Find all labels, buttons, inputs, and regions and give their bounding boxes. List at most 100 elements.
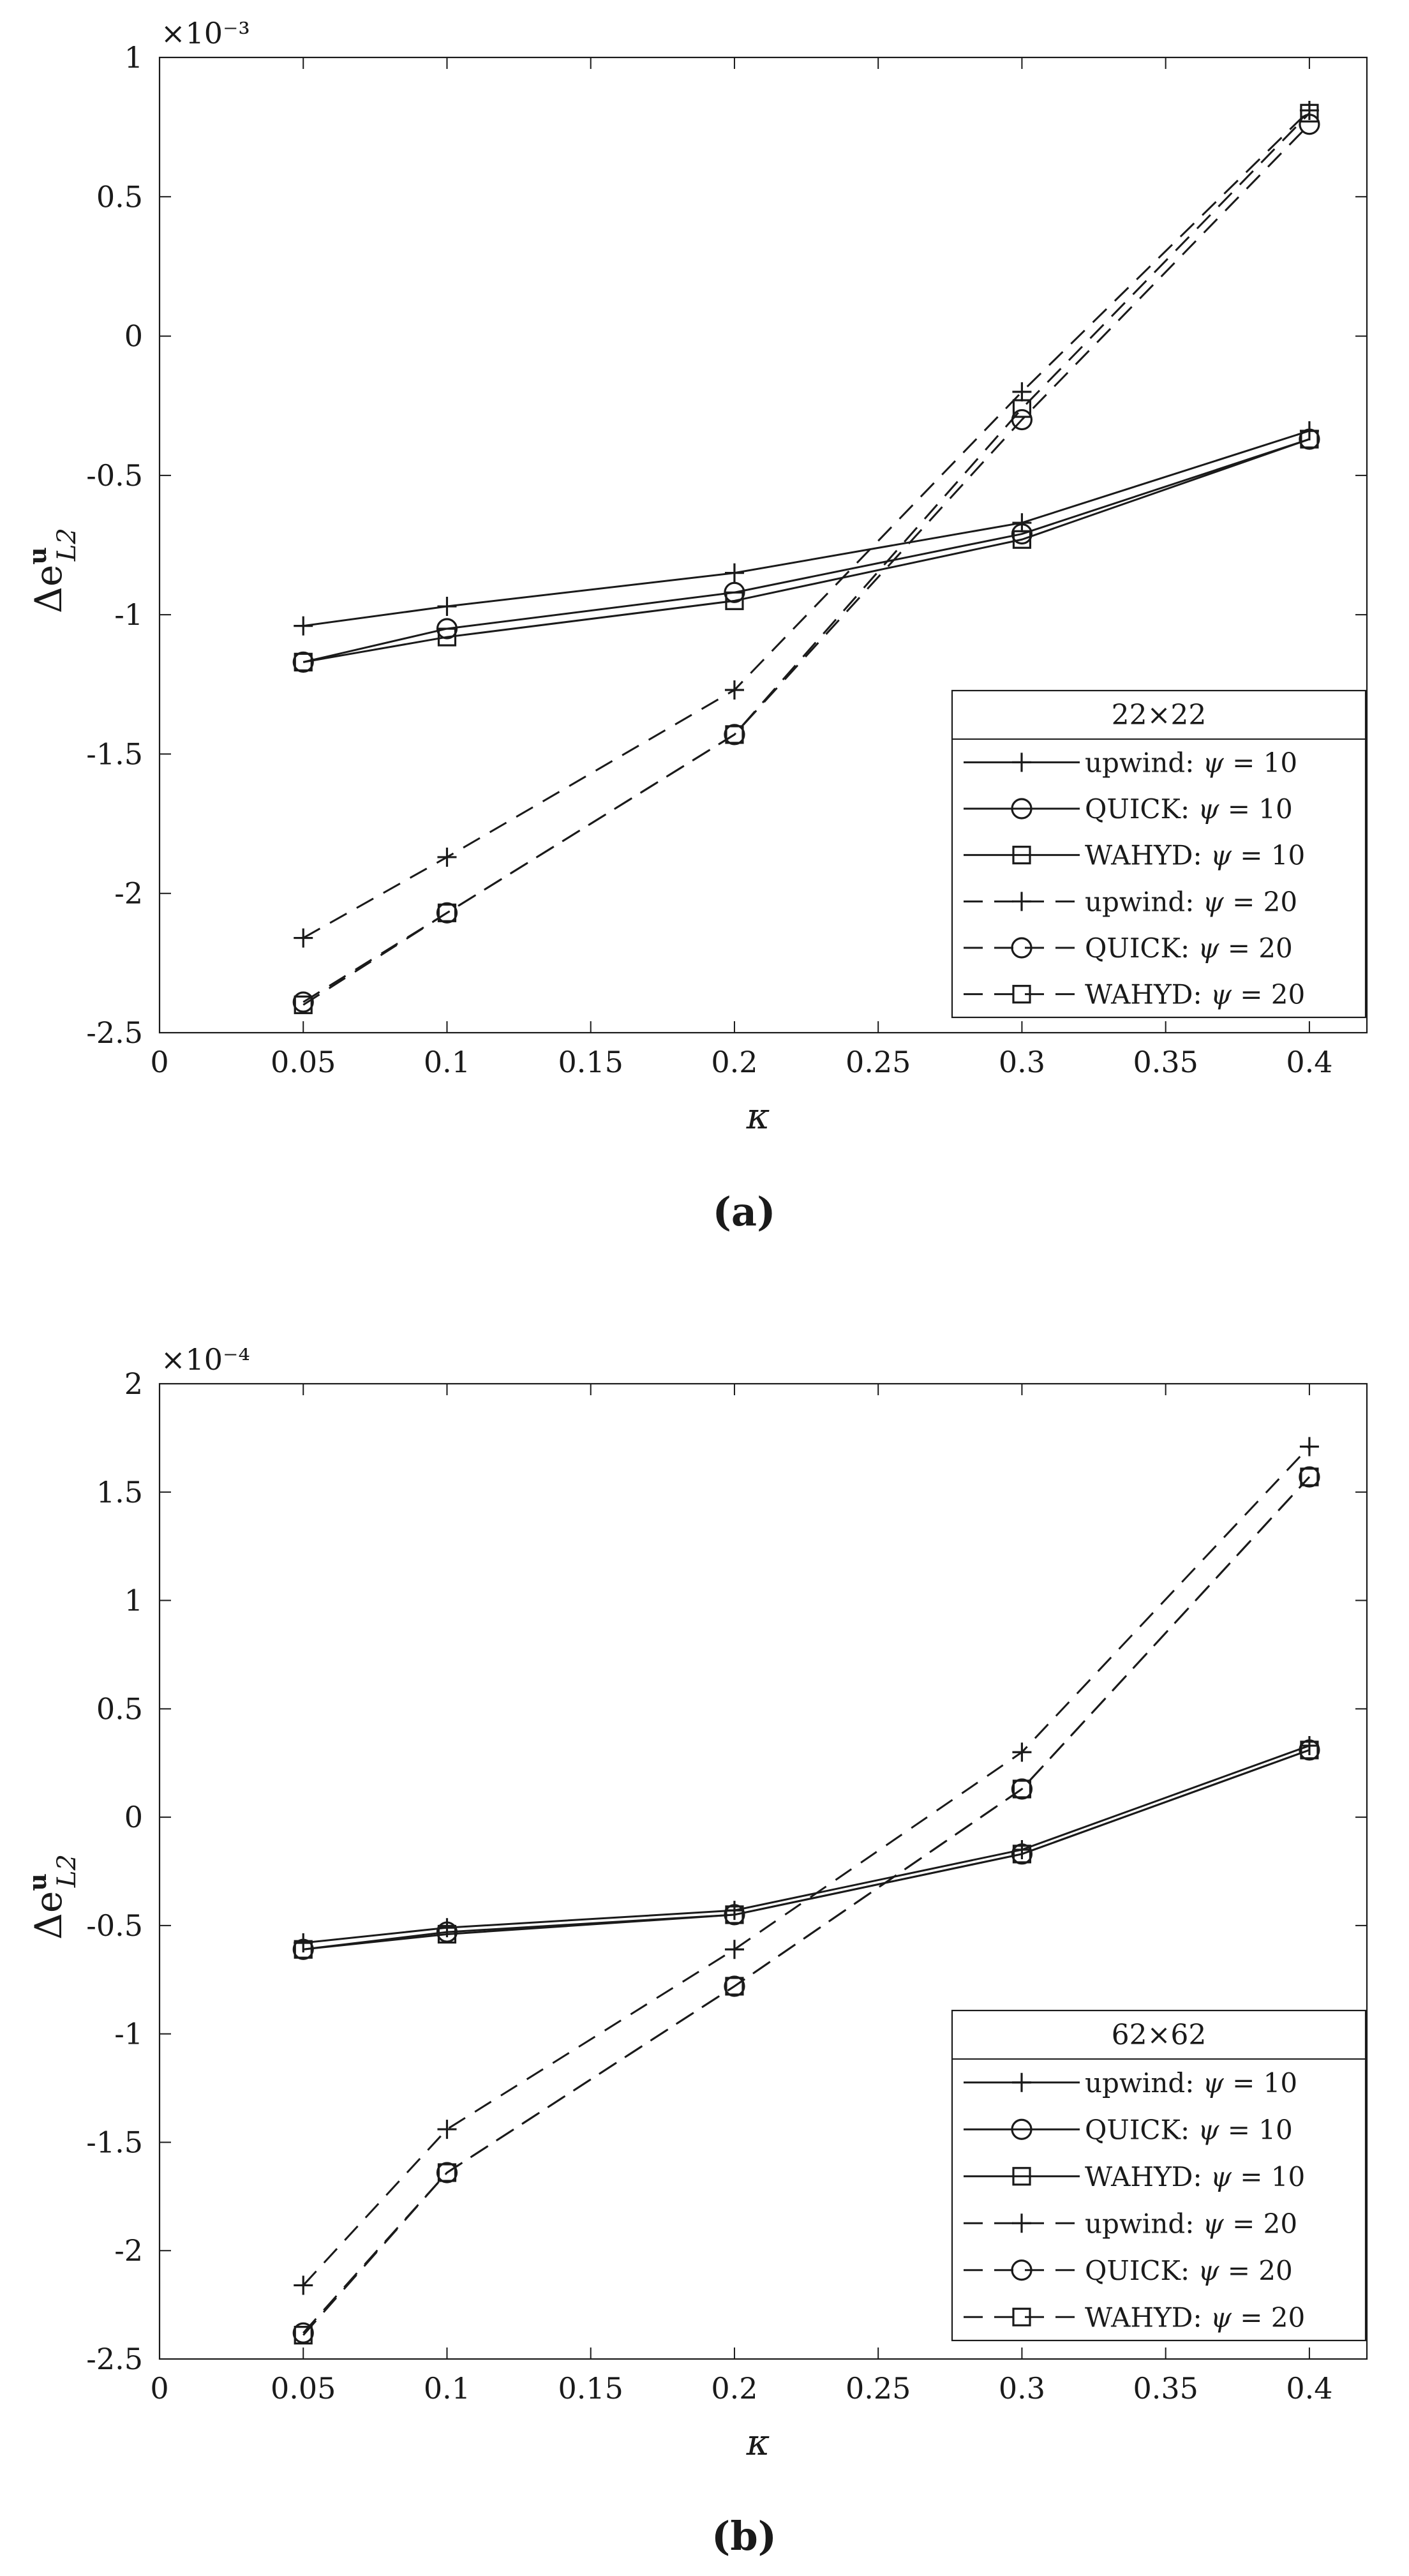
x-tick-label: 0.2 [711, 1045, 757, 1079]
x-tick-label: 0.4 [1286, 1045, 1332, 1079]
legend-label: WAHYD: ψ = 10 [1085, 840, 1305, 871]
data-point-marker [436, 618, 458, 640]
legend-label-psi-value: 20 [1264, 2208, 1297, 2239]
legend-label-psi-value: 10 [1271, 840, 1305, 871]
x-tick-label: 0.1 [424, 2371, 470, 2406]
y-tick-label: -1 [114, 597, 143, 632]
series-line [302, 112, 1310, 1006]
legend-label-psi-symbol: ψ [1198, 793, 1219, 825]
y-tick-label: 0 [124, 1800, 143, 1834]
data-point-marker [1012, 1742, 1032, 1762]
y-axis-label-main: Δe [27, 565, 70, 613]
legend-marker-sample [1011, 2118, 1033, 2140]
legend-label-scheme: WAHYD [1085, 979, 1193, 1010]
y-tick-label: 0.5 [96, 1691, 143, 1726]
legend-label-psi-symbol: ψ [1198, 2255, 1219, 2286]
legend-label-psi-symbol: ψ [1198, 932, 1219, 964]
y-axis-label-subscript: L2 [52, 1854, 82, 1888]
legend-label-equals: = [1232, 979, 1271, 1010]
legend-label: upwind: ψ = 10 [1085, 2067, 1297, 2099]
y-tick-label: 0 [124, 319, 143, 354]
legend-label-psi-value: 20 [1258, 932, 1292, 964]
legend-label-equals: = [1232, 2302, 1271, 2333]
y-tick-label: -2 [114, 876, 143, 911]
legend-label: upwind: ψ = 20 [1085, 886, 1297, 917]
data-point-marker [1011, 1778, 1033, 1800]
legend-label-psi-value: 20 [1271, 979, 1305, 1010]
data-point-marker [294, 2326, 313, 2345]
legend-label-equals: = [1219, 793, 1258, 825]
legend-label-equals: = [1224, 2208, 1264, 2239]
data-point-marker [724, 1975, 745, 1997]
x-tick-label: 0 [150, 2371, 168, 2406]
legend-marker-sample [1012, 985, 1031, 1004]
legend-label-scheme: WAHYD [1085, 840, 1193, 871]
legend-label-sep: : [1193, 2161, 1211, 2192]
data-point-marker [724, 1940, 744, 1959]
legend-label-sep: : [1181, 932, 1198, 964]
data-point-marker [1300, 430, 1319, 449]
data-point-marker [724, 1901, 744, 1921]
data-point-marker [1299, 428, 1320, 450]
series-line [302, 1446, 1310, 2286]
data-point-marker [725, 591, 744, 610]
legend-label-equals: = [1224, 747, 1264, 778]
legend-label-sep: : [1181, 2114, 1198, 2145]
x-tick-label: 0.25 [846, 2371, 911, 2406]
data-point-marker [437, 597, 457, 617]
x-tick-label: 0.1 [424, 1045, 470, 1079]
legend-marker-sample [1012, 753, 1031, 772]
y-tick-label: 1 [124, 40, 143, 75]
legend-label-scheme: QUICK [1085, 793, 1182, 825]
data-point-marker [724, 724, 745, 745]
y-axis-label: ΔeuL2 [23, 528, 82, 613]
legend-marker-sample [1012, 846, 1031, 865]
data-point-marker [294, 928, 313, 948]
legend-marker-sample [1012, 2213, 1031, 2233]
data-point-marker [724, 680, 744, 700]
legend-label-psi-value: 10 [1264, 747, 1297, 778]
data-point-marker [436, 902, 458, 924]
legend-marker-sample [1011, 937, 1033, 959]
legend-label-scheme: upwind [1085, 886, 1185, 917]
data-point-marker [1300, 1467, 1319, 1486]
legend-label: upwind: ψ = 20 [1085, 2208, 1297, 2239]
x-axis-label: κ [746, 2422, 770, 2464]
data-point-marker [724, 563, 744, 583]
data-point-marker [292, 651, 314, 673]
data-point-marker [1300, 1741, 1319, 1760]
data-point-marker [437, 847, 457, 867]
legend-label-equals: = [1219, 2114, 1258, 2145]
legend-label-sep: : [1193, 840, 1211, 871]
legend-label-sep: : [1181, 793, 1198, 825]
legend-label-sep: : [1185, 2067, 1203, 2099]
legend-label: WAHYD: ψ = 10 [1085, 2161, 1305, 2192]
legend-marker-sample [1011, 2259, 1033, 2281]
y-axis-label: ΔeuL2 [23, 1854, 82, 1940]
panel-a: 0 0.05 0.1 0.15 0.2 0.25 0.3 0.35 0.4 -2.5 -2 -1.5 -… [23, 16, 1368, 1235]
data-point-marker [437, 1924, 457, 1944]
legend-label-psi-symbol: ψ [1211, 979, 1232, 1010]
x-tick-label: 0.05 [271, 2371, 336, 2406]
series-upwind-psi-20 [294, 1437, 1319, 2295]
data-point-marker [437, 903, 457, 922]
legend-label: QUICK: ψ = 10 [1085, 793, 1293, 825]
x-axis-label: κ [746, 1096, 770, 1137]
legend-label-equals: = [1219, 2255, 1258, 2286]
x-tick-label: 0.35 [1133, 2371, 1198, 2406]
panel-caption: (b) [712, 2513, 777, 2559]
data-point-marker [294, 1940, 313, 1959]
y-tick-label: 1.5 [96, 1475, 143, 1509]
data-point-marker [1012, 1845, 1032, 1864]
data-point-marker [1012, 1779, 1032, 1799]
series-wahyd-psi-20 [294, 1467, 1319, 2345]
data-point-marker [437, 2163, 457, 2182]
legend-marker-sample [1012, 2072, 1031, 2092]
legend-label-scheme: WAHYD [1085, 2302, 1193, 2333]
legend-label-psi-symbol: ψ [1198, 2114, 1219, 2145]
data-point-marker [725, 725, 744, 744]
legend-label-psi-symbol: ψ [1203, 886, 1225, 917]
y-axis-label-subscript: L2 [52, 528, 82, 562]
legend-label-sep: : [1193, 979, 1211, 1010]
